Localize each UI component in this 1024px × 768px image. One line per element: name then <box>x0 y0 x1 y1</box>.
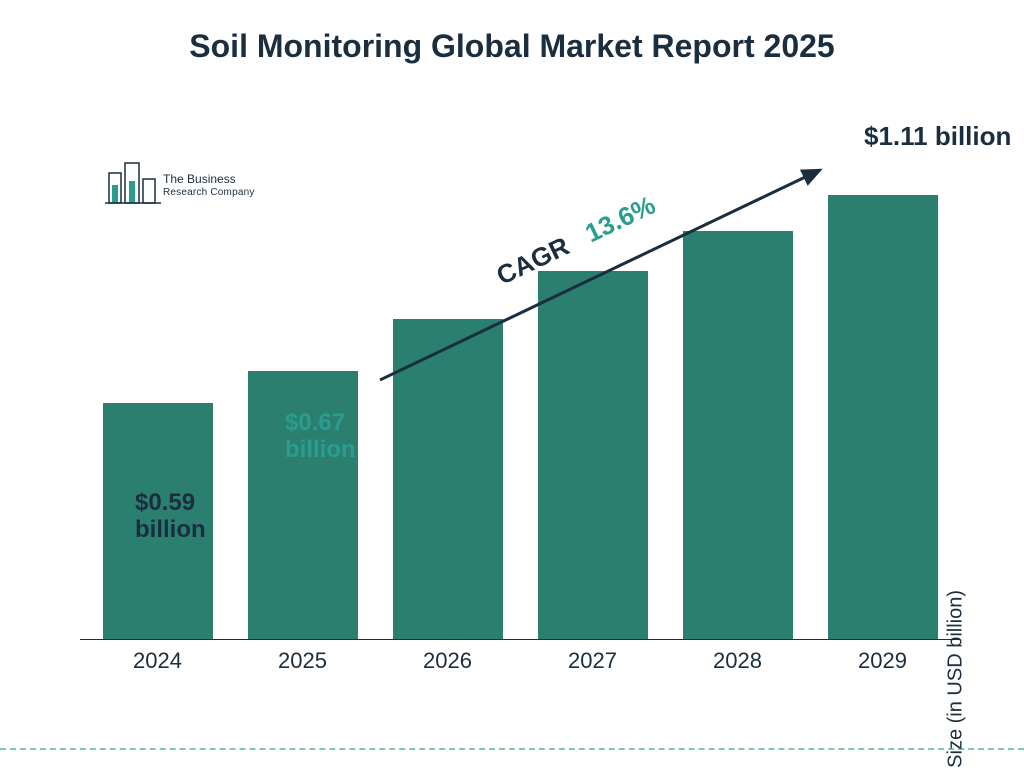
page-root: Soil Monitoring Global Market Report 202… <box>0 0 1024 768</box>
chart-title: Soil Monitoring Global Market Report 202… <box>0 28 1024 65</box>
cagr-arrow-icon <box>80 120 960 680</box>
bar-chart: 202420252026202720282029 Market Size (in… <box>80 120 960 680</box>
bottom-dashed-divider <box>0 748 1024 750</box>
